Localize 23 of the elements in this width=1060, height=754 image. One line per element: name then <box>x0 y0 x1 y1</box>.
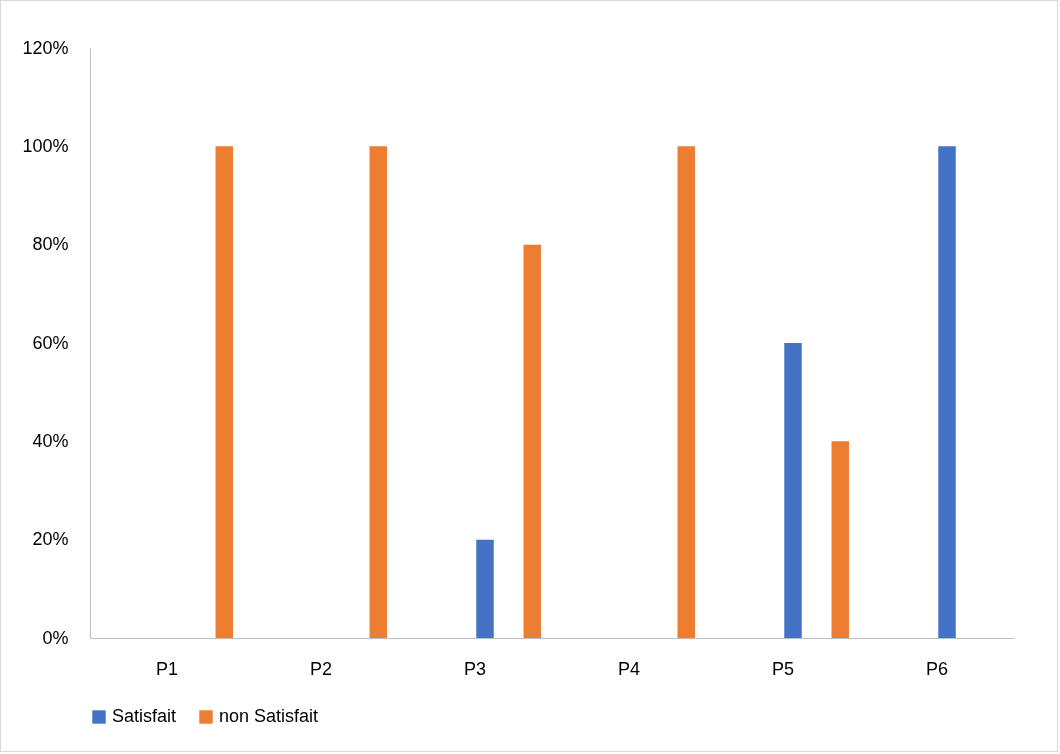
x-tick-label: P6 <box>925 658 949 679</box>
legend-label: Satisfait <box>112 706 177 726</box>
bar <box>938 146 956 638</box>
x-tick-label: P1 <box>155 658 179 679</box>
y-tick-label: 100% <box>22 135 69 156</box>
x-tick-label: P2 <box>309 658 333 679</box>
y-tick-label: 120% <box>22 37 69 58</box>
y-tick-label: 60% <box>32 332 69 353</box>
bar <box>215 146 233 638</box>
y-tick-label: 20% <box>32 529 69 550</box>
bar <box>523 244 541 638</box>
x-tick-label: P3 <box>463 658 487 679</box>
y-tick-label: 80% <box>32 234 69 255</box>
bar <box>369 146 387 638</box>
bar <box>476 539 494 638</box>
x-tick-label: P4 <box>617 658 641 679</box>
bar <box>784 343 802 638</box>
y-tick-label: 0% <box>42 627 69 648</box>
x-tick-label: P5 <box>771 658 795 679</box>
bar <box>831 441 849 638</box>
bar <box>677 146 695 638</box>
legend-label: non Satisfait <box>219 706 319 726</box>
y-tick-label: 40% <box>32 430 69 451</box>
